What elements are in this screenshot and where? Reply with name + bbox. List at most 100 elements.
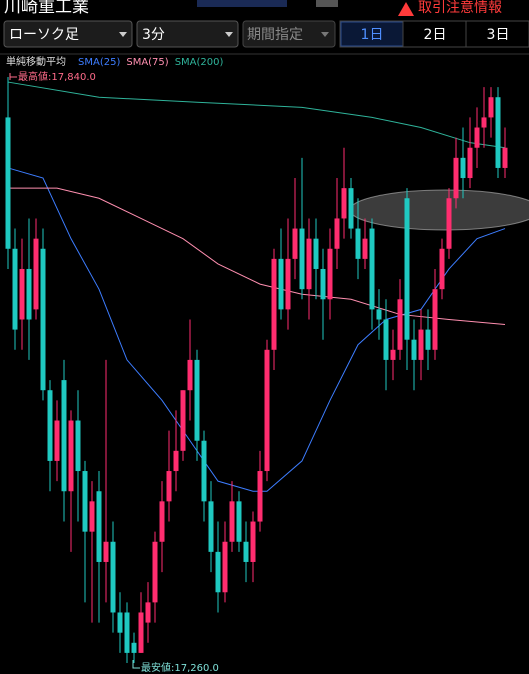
candle-body bbox=[173, 450, 179, 472]
candle-body bbox=[362, 238, 368, 259]
candle-body bbox=[124, 612, 130, 653]
low-label: 最安値:17,260.0 bbox=[141, 661, 219, 674]
candle-body bbox=[215, 551, 221, 593]
candle-body bbox=[334, 218, 340, 249]
legend-entry: SMA(25) bbox=[78, 57, 120, 68]
select-box[interactable] bbox=[242, 20, 336, 48]
candle-body bbox=[250, 521, 256, 562]
warning-link[interactable]: 取引注意情報 bbox=[398, 0, 502, 16]
candle-body bbox=[54, 420, 60, 461]
candle-body bbox=[222, 541, 228, 593]
legend: SMA(25) SMA(75) SMA(200) bbox=[78, 57, 223, 68]
warning-text[interactable]: 取引注意情報 bbox=[418, 0, 502, 16]
candle-body bbox=[348, 188, 354, 229]
candle-body bbox=[5, 117, 11, 249]
candle-body bbox=[425, 329, 431, 350]
candle-body bbox=[61, 380, 67, 492]
candle-body bbox=[89, 501, 95, 532]
candle-body bbox=[481, 117, 487, 128]
candle-body bbox=[19, 268, 25, 320]
select-text: 期間指定 bbox=[247, 27, 303, 43]
candle-body bbox=[467, 147, 473, 179]
candle-body bbox=[152, 541, 158, 603]
candle-body bbox=[299, 228, 305, 290]
select-text: 3分 bbox=[142, 27, 165, 43]
candle-body bbox=[201, 440, 207, 502]
candle-body bbox=[12, 248, 18, 330]
candle-body bbox=[110, 541, 116, 613]
warning-icon bbox=[398, 2, 414, 16]
candle-body bbox=[404, 198, 410, 340]
range-button[interactable]: 2日 bbox=[424, 27, 447, 43]
candle-body bbox=[376, 309, 382, 320]
legend-entry: SMA(200) bbox=[175, 57, 224, 68]
candle-body bbox=[306, 238, 312, 290]
select-arrow bbox=[321, 32, 329, 37]
candle-body bbox=[47, 390, 53, 461]
candle-body bbox=[82, 471, 88, 532]
legend-entry: SMA(75) bbox=[126, 57, 168, 68]
candle-body bbox=[33, 238, 39, 310]
candle-body bbox=[278, 258, 284, 310]
candle-body bbox=[208, 501, 214, 552]
candle-body bbox=[271, 258, 277, 350]
candle-body bbox=[320, 268, 326, 300]
period-select[interactable]: 期間指定 bbox=[242, 20, 336, 48]
range-selected[interactable] bbox=[340, 21, 404, 47]
candle-body bbox=[390, 349, 396, 360]
legend-title: 単純移動平均 bbox=[6, 55, 66, 68]
candle-body bbox=[264, 349, 270, 472]
select-arrow bbox=[119, 32, 127, 37]
stock-title: 川崎重工業 bbox=[4, 0, 89, 17]
high-label: 最高値:17,840.0 bbox=[18, 70, 96, 83]
candle-body bbox=[229, 501, 235, 542]
high-pointer bbox=[9, 73, 17, 80]
candle-body bbox=[292, 228, 298, 259]
candle-body bbox=[26, 268, 32, 320]
candle-body bbox=[145, 602, 151, 623]
candle-body bbox=[488, 97, 494, 118]
candle-body bbox=[460, 157, 466, 179]
candle-body bbox=[446, 198, 452, 249]
candle-body bbox=[432, 289, 438, 350]
select-arrow bbox=[225, 32, 233, 37]
icon-button[interactable] bbox=[316, 0, 338, 7]
select-box[interactable] bbox=[136, 20, 239, 48]
candle-body bbox=[187, 359, 193, 391]
candle-body bbox=[355, 228, 361, 259]
candle-body bbox=[68, 420, 74, 492]
select-box[interactable] bbox=[3, 20, 133, 48]
candle-body bbox=[411, 339, 417, 360]
candle-body bbox=[103, 541, 109, 562]
candle-body bbox=[96, 491, 102, 562]
plot bbox=[5, 77, 508, 663]
moving-average-line bbox=[7, 81, 506, 149]
candle-body bbox=[474, 127, 480, 148]
candle-body bbox=[439, 248, 445, 290]
candle-body bbox=[180, 390, 186, 451]
interval-select[interactable]: 3分 bbox=[136, 20, 239, 48]
candle-body bbox=[236, 501, 242, 542]
candle-body bbox=[257, 471, 263, 522]
range-button[interactable]: 1日 bbox=[361, 27, 384, 43]
market-tab[interactable] bbox=[197, 0, 287, 7]
candle-body bbox=[243, 541, 249, 562]
candle-body bbox=[40, 248, 46, 391]
candle-body bbox=[313, 238, 319, 269]
overlay-highlight bbox=[349, 189, 529, 231]
candle-body bbox=[159, 501, 165, 542]
candle-body bbox=[495, 97, 501, 168]
candle-body bbox=[418, 329, 424, 360]
chart-kind-select[interactable]: ローソク足 bbox=[3, 20, 133, 48]
candle-body bbox=[327, 248, 333, 300]
candle-body bbox=[75, 420, 81, 472]
select-text: ローソク足 bbox=[9, 27, 79, 43]
candle-body bbox=[397, 299, 403, 350]
candle-body bbox=[166, 471, 172, 502]
range-button[interactable]: 3日 bbox=[487, 27, 510, 43]
candle-body bbox=[383, 319, 389, 360]
candle-body bbox=[117, 612, 123, 633]
candle-body bbox=[138, 612, 144, 653]
